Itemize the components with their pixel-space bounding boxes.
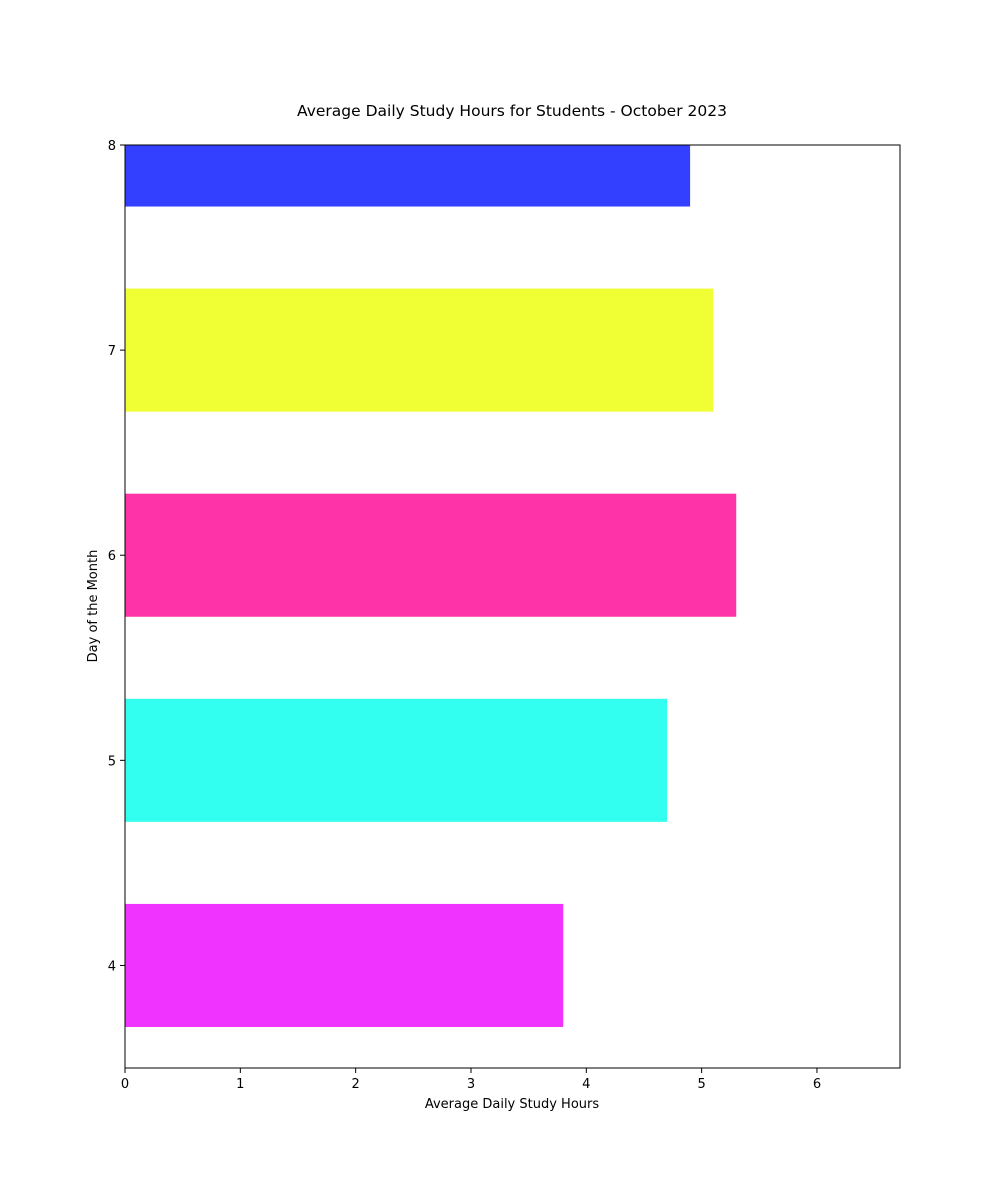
plot-frame	[124, 144, 901, 1069]
x-tick-label: 0	[121, 1077, 129, 1092]
bar-day-7	[125, 288, 714, 412]
y-tick-label: 6	[108, 549, 116, 564]
x-tick-label: 4	[582, 1077, 590, 1092]
bar-day-5	[125, 698, 668, 822]
x-tick-label: 2	[352, 1077, 360, 1092]
x-axis: 0 1 2 3 4 5 6	[121, 1068, 821, 1092]
x-tick-label: 3	[467, 1077, 475, 1092]
x-tick-label: 1	[236, 1077, 244, 1092]
bar-day-6	[125, 493, 737, 617]
x-tick-label: 5	[697, 1077, 705, 1092]
bar-day-8	[125, 145, 691, 207]
x-tick-label: 6	[813, 1077, 821, 1092]
bars-group	[125, 145, 737, 1027]
y-tick-label: 5	[108, 754, 116, 769]
x-axis-label: Average Daily Study Hours	[425, 1097, 600, 1112]
bar-day-4	[125, 903, 564, 1027]
y-tick-label: 4	[108, 959, 116, 974]
y-tick-label: 7	[108, 344, 116, 359]
y-axis: 4 5 6 7 8	[108, 139, 125, 974]
chart-title: Average Daily Study Hours for Students -…	[297, 102, 727, 120]
y-axis-label: Day of the Month	[86, 550, 101, 663]
y-tick-label: 8	[108, 139, 116, 154]
